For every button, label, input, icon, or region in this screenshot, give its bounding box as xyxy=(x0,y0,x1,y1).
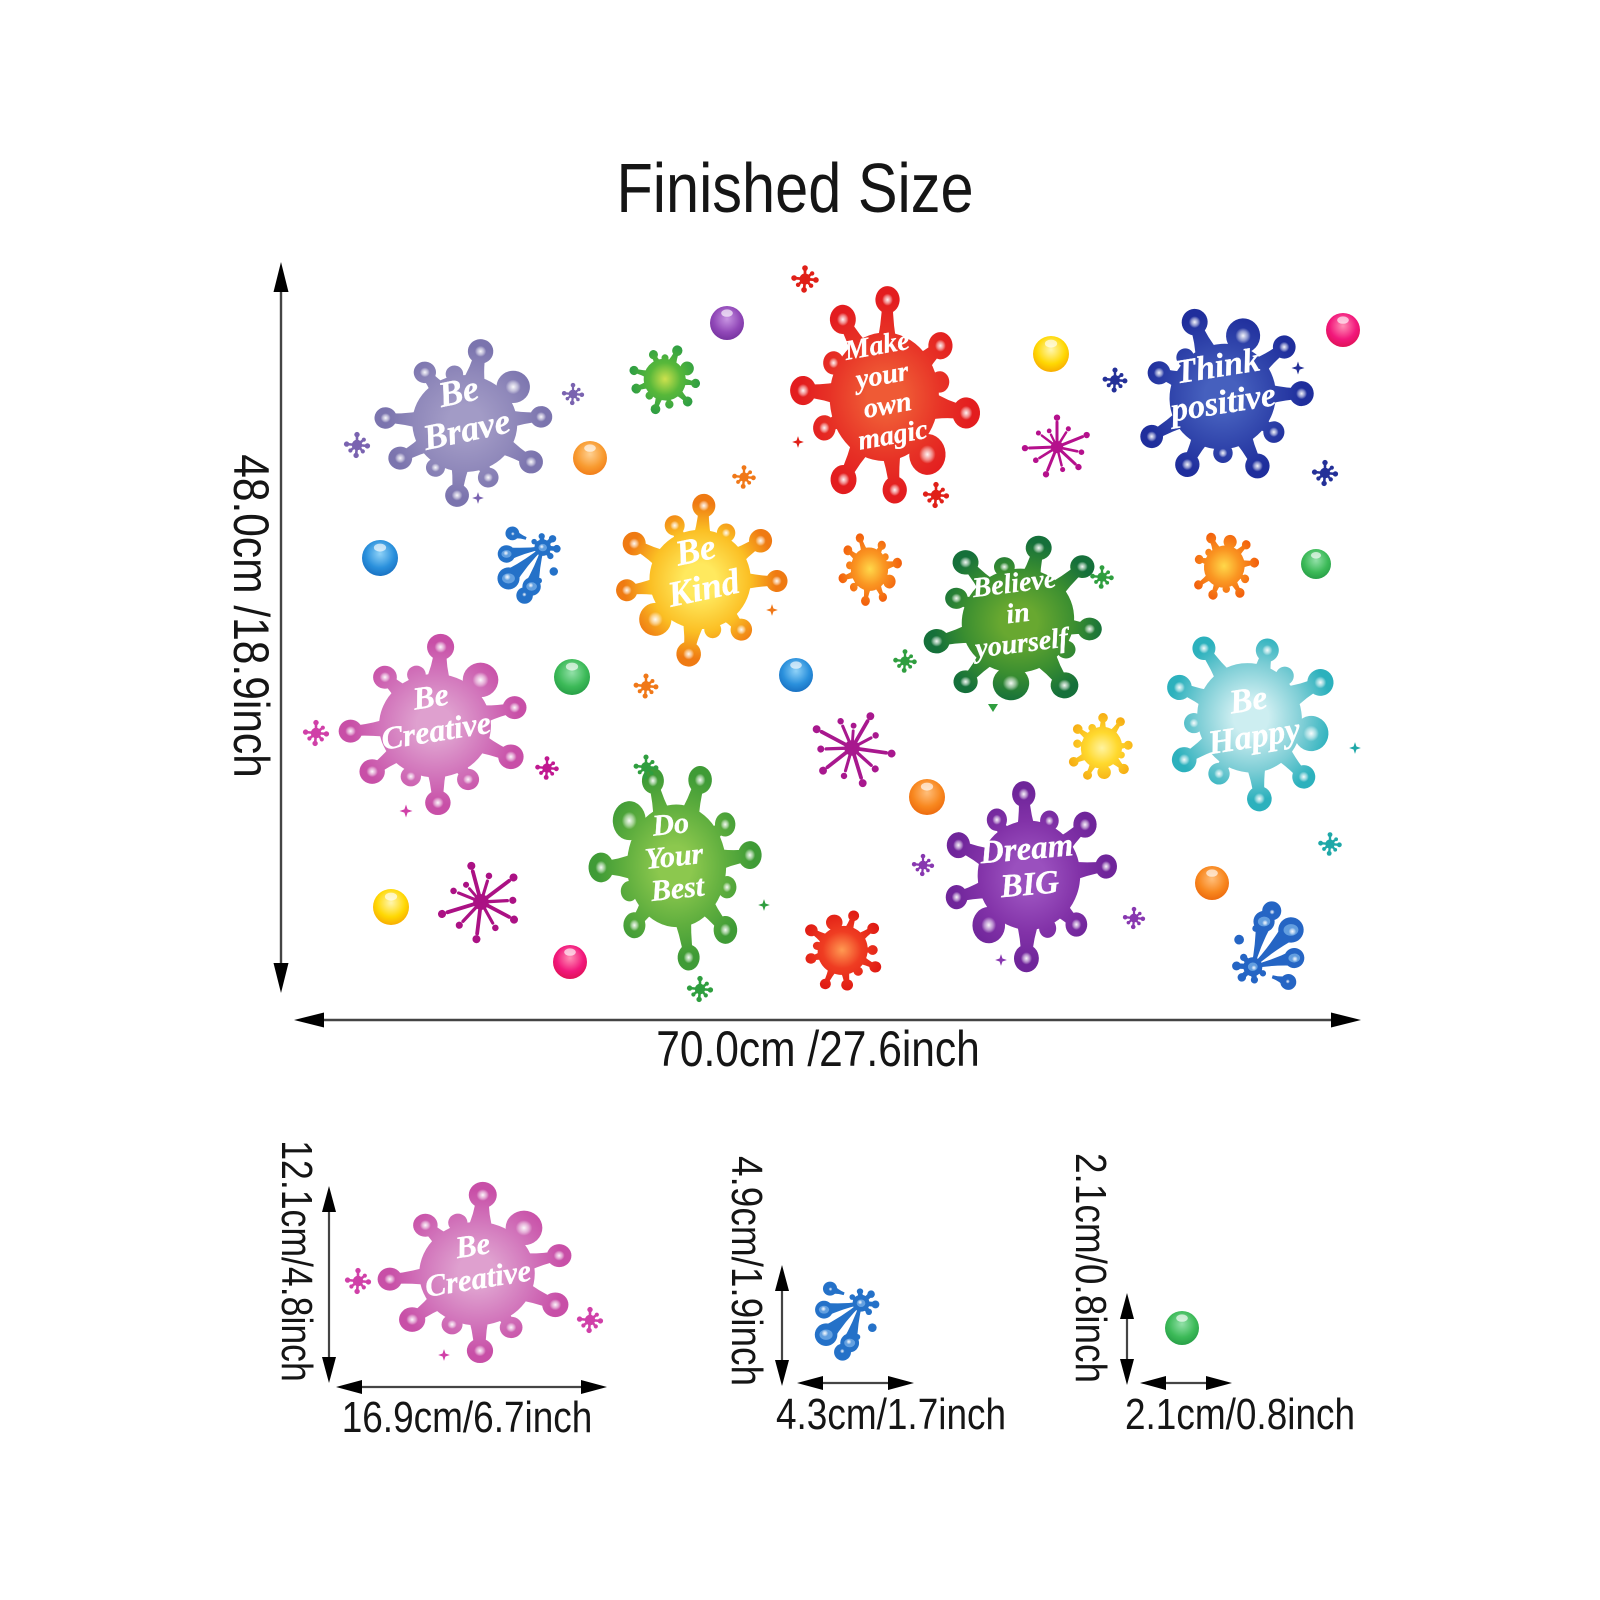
svg-text:Be: Be xyxy=(434,368,482,416)
svg-text:Be: Be xyxy=(409,675,451,716)
svg-text:Do: Do xyxy=(650,806,691,843)
svg-text:Your: Your xyxy=(643,837,705,876)
svg-text:4.3cm/1.7inch: 4.3cm/1.7inch xyxy=(776,1389,1006,1439)
svg-text:Finished Size: Finished Size xyxy=(616,148,973,227)
svg-text:in: in xyxy=(1004,597,1031,631)
svg-text:Make: Make xyxy=(841,325,912,367)
svg-text:Best: Best xyxy=(648,869,707,908)
svg-text:70.0cm /27.6inch: 70.0cm /27.6inch xyxy=(656,1021,980,1077)
svg-text:Be: Be xyxy=(671,526,719,574)
svg-text:Dream: Dream xyxy=(977,827,1074,871)
svg-text:Be: Be xyxy=(1226,679,1270,722)
svg-text:2.1cm/0.8inch: 2.1cm/0.8inch xyxy=(1066,1153,1116,1383)
svg-text:BIG: BIG xyxy=(998,864,1061,905)
svg-text:48.0cm /18.9inch: 48.0cm /18.9inch xyxy=(223,454,279,778)
svg-text:12.1cm/4.8inch: 12.1cm/4.8inch xyxy=(272,1140,320,1382)
svg-text:16.9cm/6.7inch: 16.9cm/6.7inch xyxy=(342,1392,593,1442)
svg-text:Be: Be xyxy=(452,1225,493,1265)
svg-text:2.1cm/0.8inch: 2.1cm/0.8inch xyxy=(1125,1389,1355,1439)
svg-text:4.9cm/1.9inch: 4.9cm/1.9inch xyxy=(722,1156,772,1386)
